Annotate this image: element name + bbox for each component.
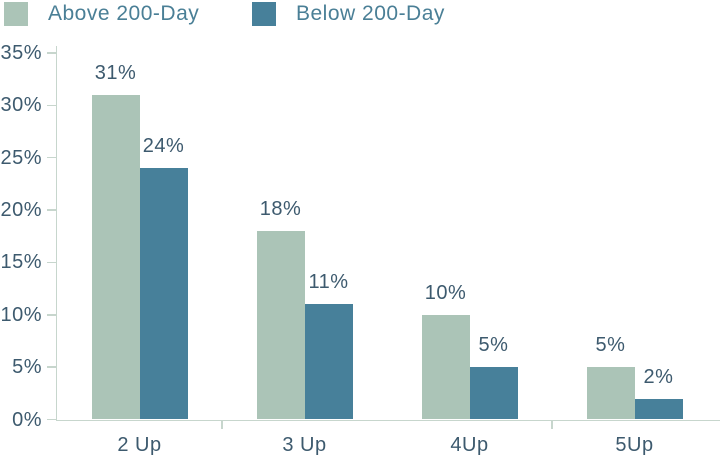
bar-below-200-day — [304, 304, 353, 420]
y-axis-tick-label: 30% — [0, 94, 42, 117]
bar-below-200-day — [469, 367, 518, 420]
x-category-label: 4Up — [450, 434, 489, 456]
bar-above-200-day — [256, 231, 305, 420]
y-axis-tick — [47, 156, 56, 159]
bar-below-200-day — [634, 398, 683, 420]
y-axis-tick — [47, 261, 56, 264]
bar-value-label: 11% — [308, 271, 349, 294]
y-axis-tick — [47, 209, 56, 211]
legend-item-above-200-day: Above 200-Day — [4, 1, 199, 27]
y-axis-tick — [47, 366, 56, 368]
y-axis-tick — [47, 104, 56, 107]
x-axis-line — [56, 419, 720, 421]
bar-value-label: 10% — [424, 281, 467, 304]
y-axis-tick-label: 5% — [12, 356, 42, 379]
legend-label-above: Above 200-Day — [48, 2, 200, 25]
y-axis-tick-label: 25% — [0, 146, 42, 169]
x-category-label: 5Up — [615, 434, 654, 456]
bar-value-label: 5% — [595, 334, 626, 357]
y-axis-tick-label: 10% — [0, 303, 42, 326]
y-axis-tick-label: 0% — [12, 408, 42, 431]
x-category-label: 2 Up — [117, 434, 162, 456]
bar-value-label: 5% — [478, 334, 509, 357]
bar-above-200-day — [586, 367, 635, 420]
x-category-label: 3 Up — [282, 434, 327, 456]
x-axis-tick — [221, 420, 223, 429]
bar-above-200-day — [91, 94, 140, 420]
legend-label-below: Below 200-Day — [296, 2, 445, 25]
legend-swatch-above-icon — [4, 2, 28, 26]
bar-above-200-day — [421, 314, 470, 420]
bar-below-200-day — [139, 168, 188, 420]
bar-value-label: 2% — [643, 365, 674, 388]
legend: Above 200-Day Below 200-Day — [0, 0, 720, 30]
y-axis-tick-label: 35% — [0, 42, 42, 64]
y-axis-tick — [47, 418, 56, 421]
y-axis-tick-label: 15% — [0, 251, 42, 274]
legend-swatch-below-icon — [252, 2, 276, 26]
y-axis-tick — [47, 314, 56, 316]
legend-item-below-200-day: Below 200-Day — [252, 1, 445, 27]
y-axis-line — [55, 46, 57, 420]
bar-value-label: 24% — [142, 135, 185, 158]
bar-value-label: 31% — [94, 61, 137, 84]
y-axis-tick — [47, 52, 56, 54]
y-axis-tick-label: 20% — [0, 199, 42, 222]
x-axis-tick — [551, 420, 553, 429]
bar-value-label: 18% — [259, 198, 302, 220]
